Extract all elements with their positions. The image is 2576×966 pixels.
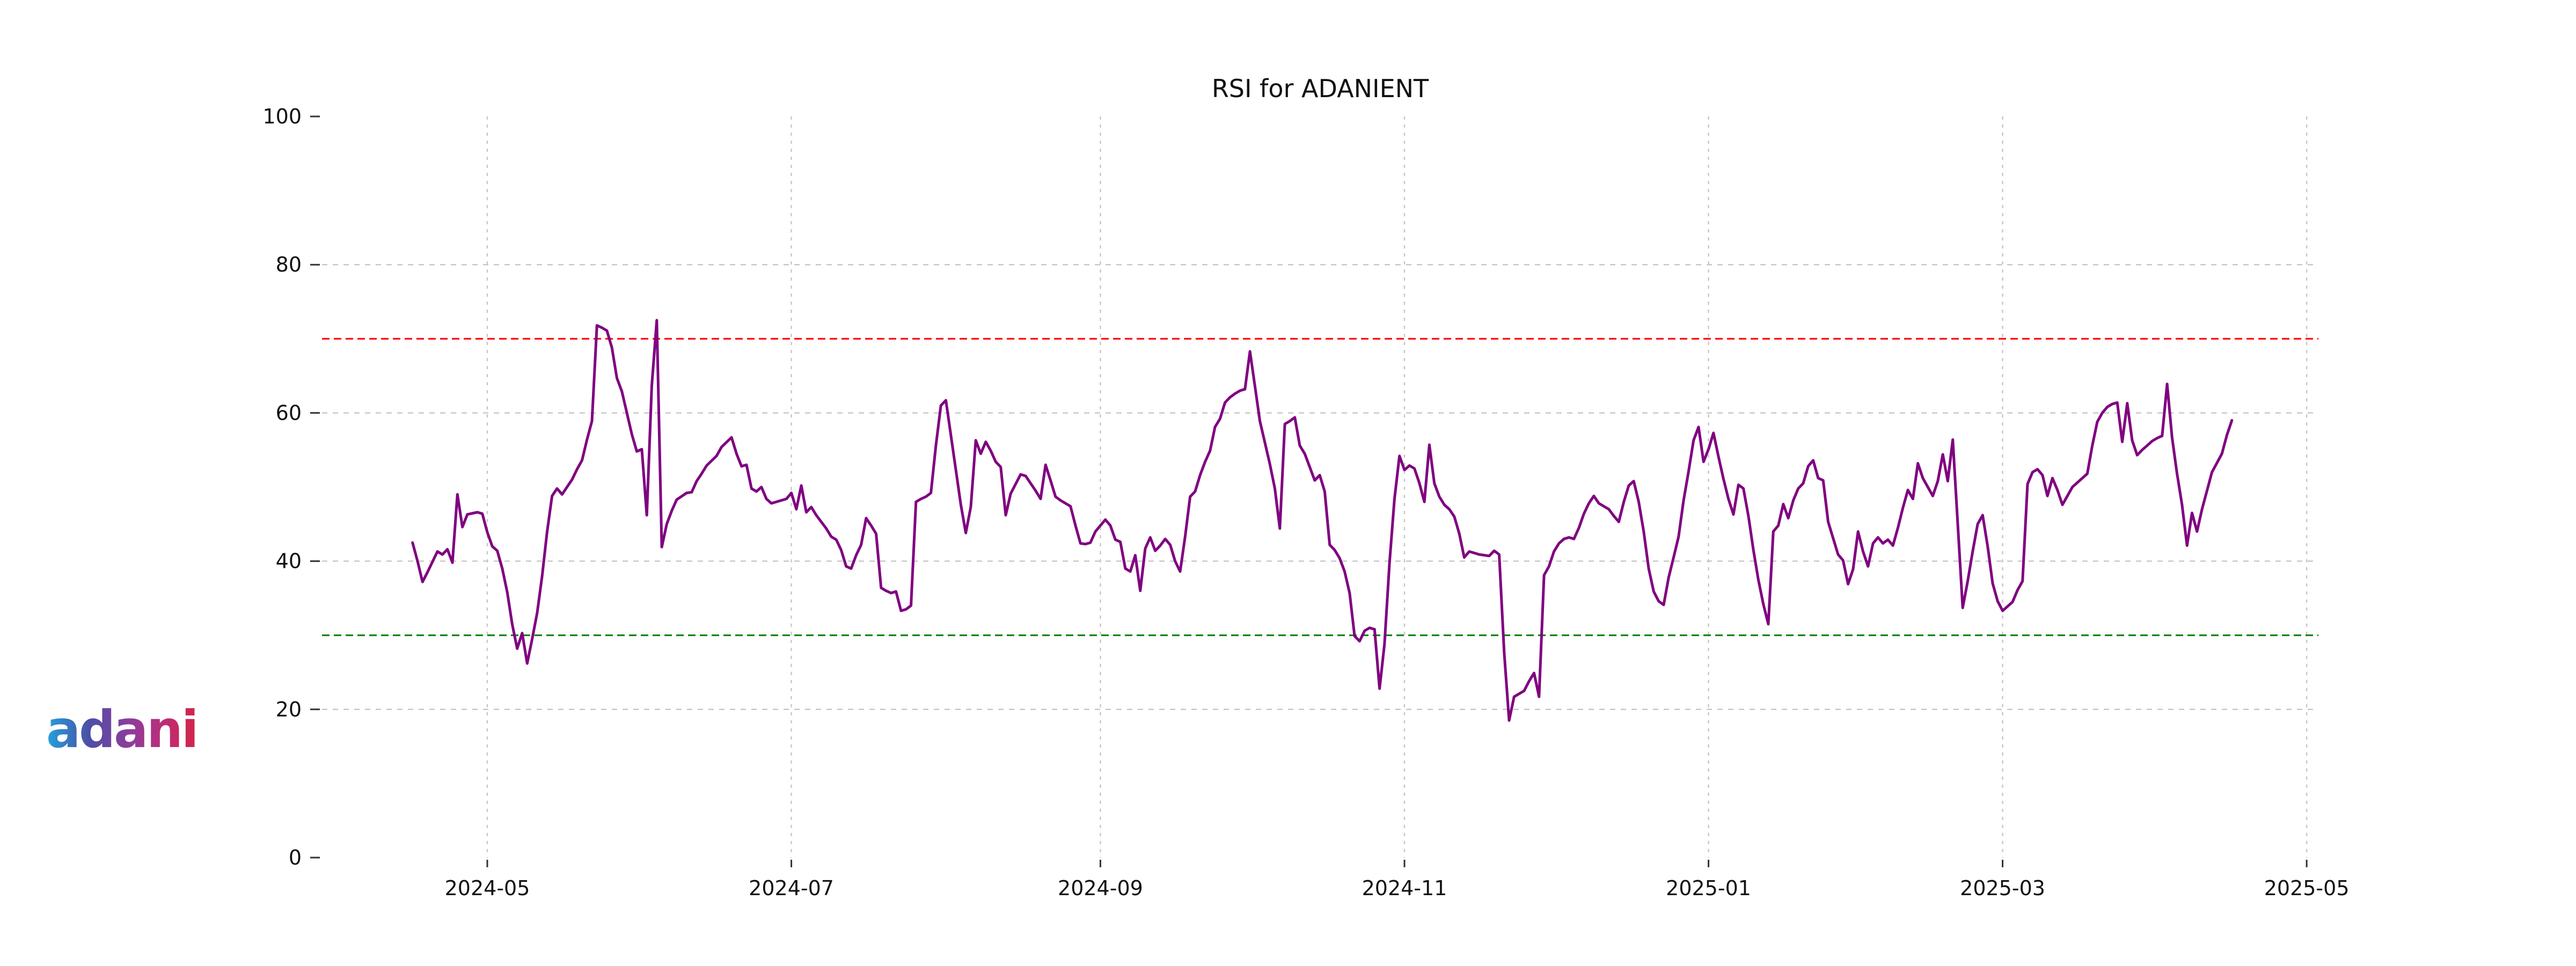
reference-lines (322, 338, 2318, 636)
x-tick-label-2025-05: 2025-05 (2264, 876, 2350, 900)
y-tick-label-60: 60 (276, 401, 302, 425)
rsi-line-series (411, 319, 2234, 722)
x-tick-label-2024-05: 2024-05 (445, 876, 530, 900)
y-tick-label-0: 0 (289, 846, 302, 869)
axis-labels: 2024-05 2024-07 2024-09 2024-11 2025-01 2025-… (262, 105, 2349, 900)
rsi-line (411, 319, 2234, 722)
chart-title: RSI for ADANIENT (1211, 74, 1429, 103)
x-tick-label-2024-07: 2024-07 (749, 876, 834, 900)
x-tick-label-2025-01: 2025-01 (1666, 876, 1751, 900)
x-tick-label-2025-03: 2025-03 (1960, 876, 2045, 900)
y-tick-label-80: 80 (276, 253, 302, 276)
chart-title-row: RSI for ADANIENT (322, 74, 2318, 103)
y-tick-label-100: 100 (262, 105, 302, 128)
y-tick-label-40: 40 (276, 550, 302, 573)
y-tick-label-20: 20 (276, 698, 302, 721)
adani-logo: adani (46, 700, 197, 759)
axis-ticks (310, 115, 2308, 867)
gridlines (322, 116, 2318, 858)
x-tick-label-2024-11: 2024-11 (1362, 876, 1447, 900)
x-tick-label-2024-09: 2024-09 (1058, 876, 1143, 900)
